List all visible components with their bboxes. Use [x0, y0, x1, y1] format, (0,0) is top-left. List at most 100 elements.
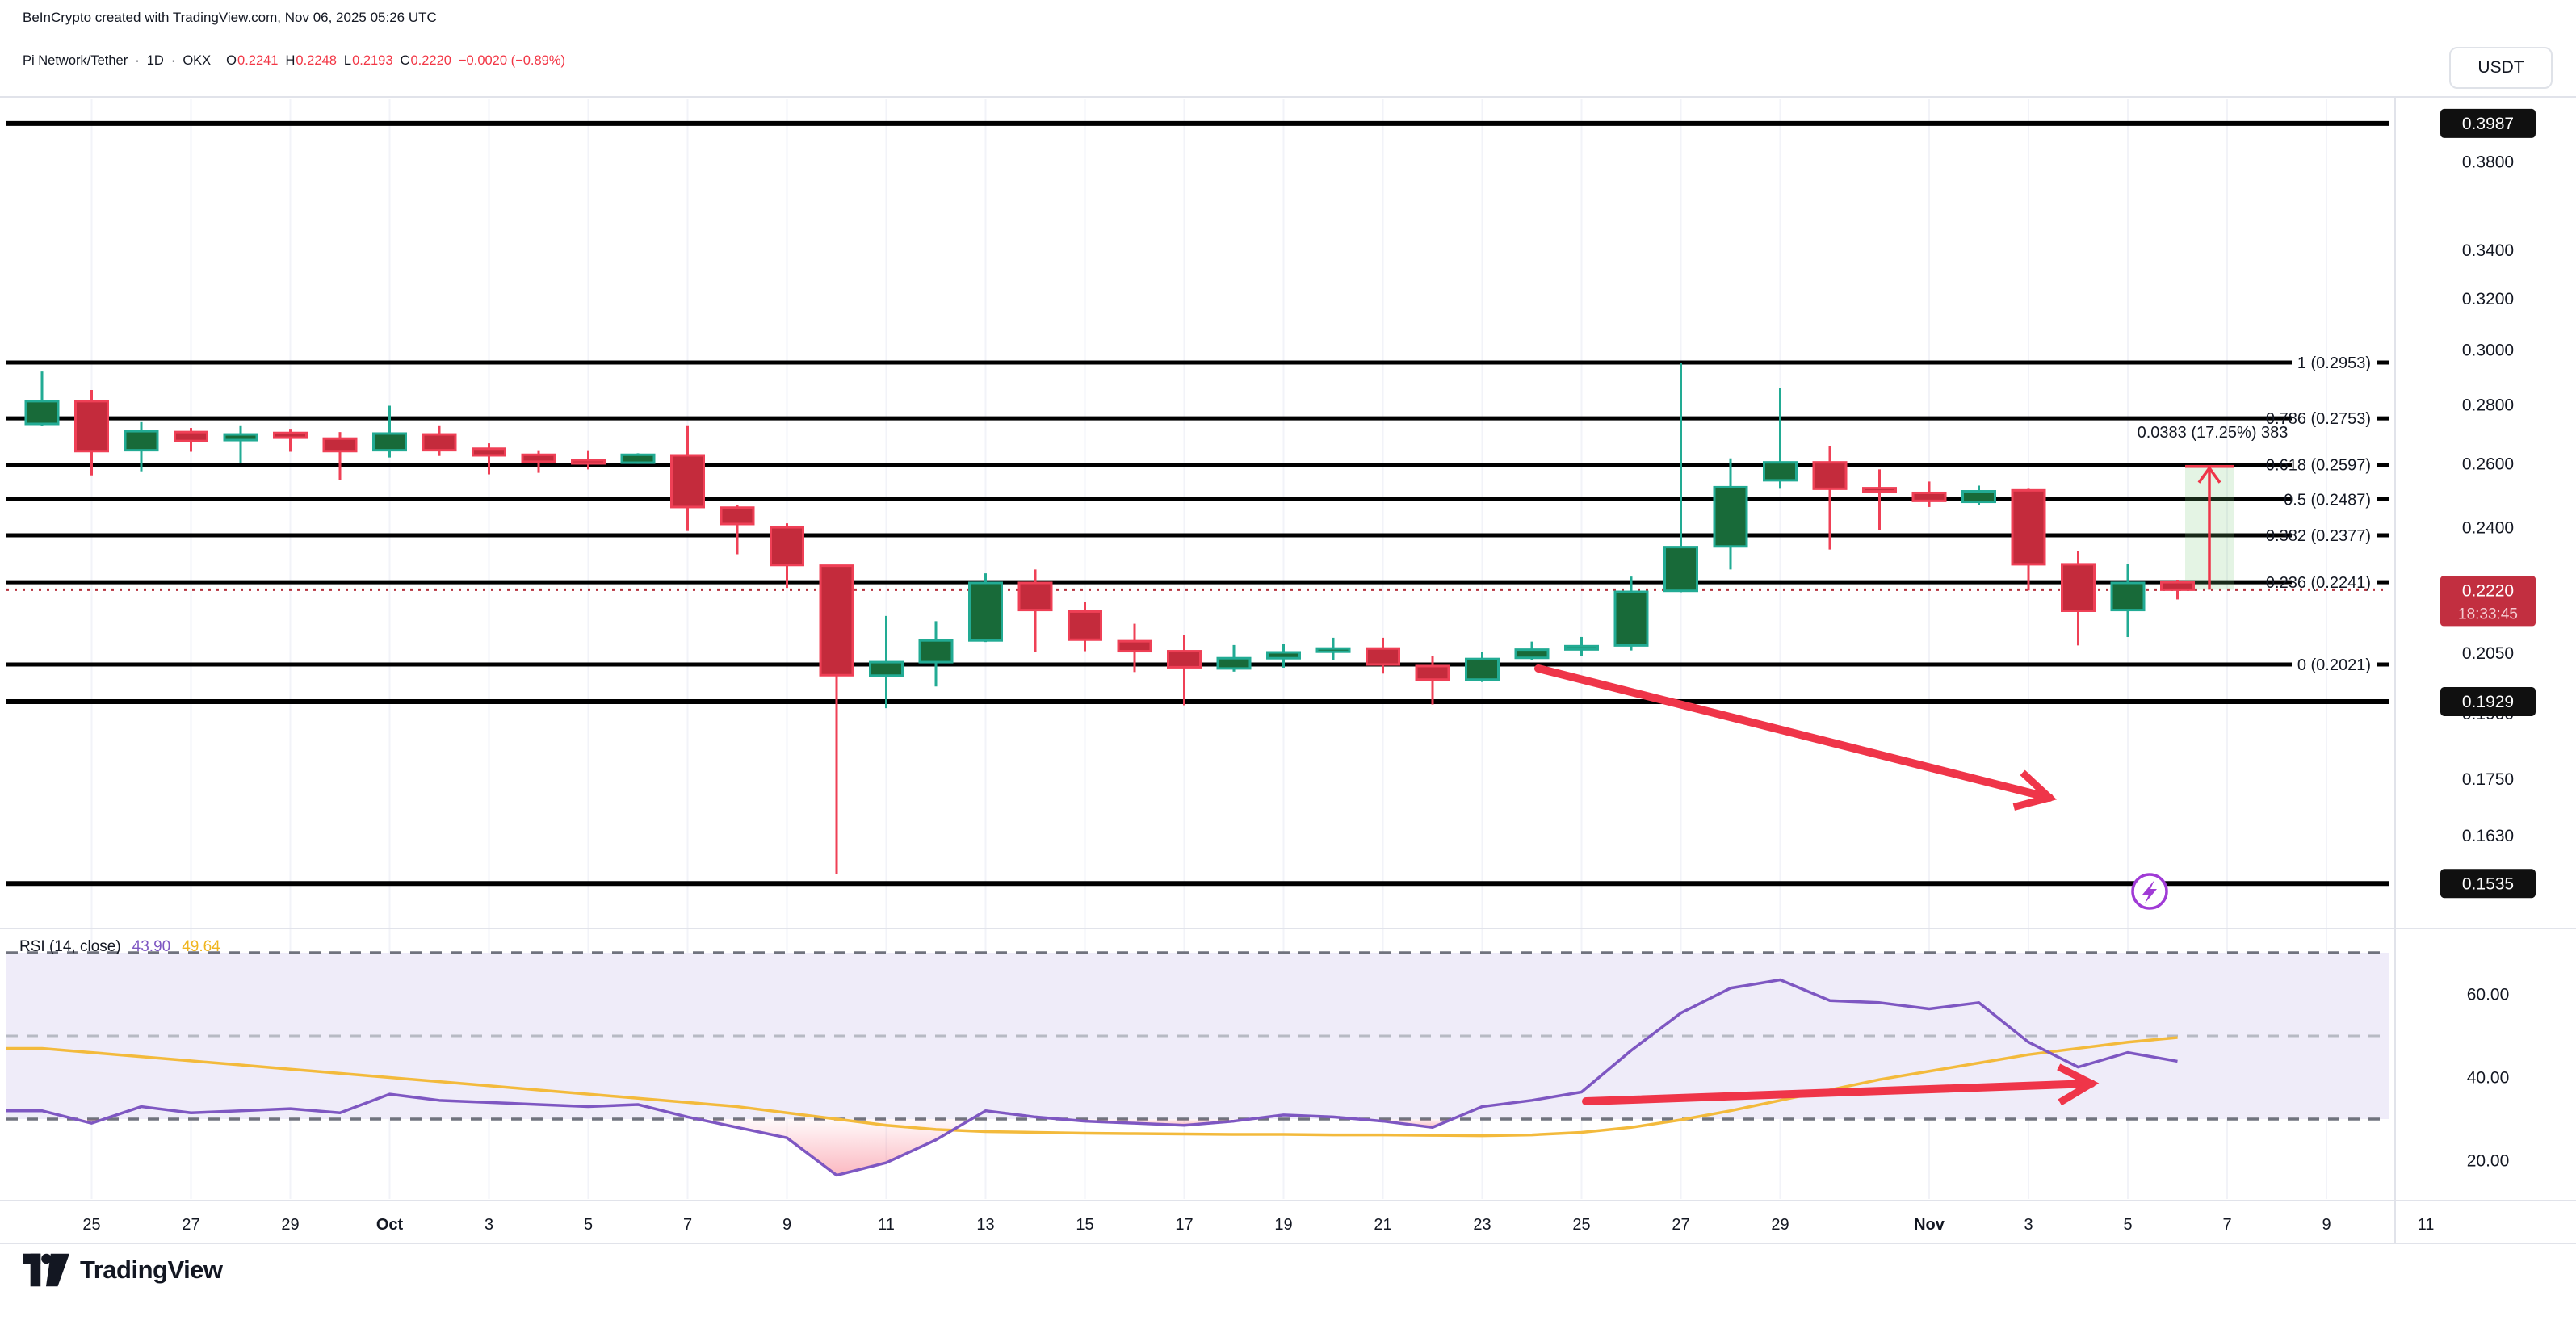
candle — [2011, 488, 2046, 591]
time-tick: 23 — [1473, 1216, 1491, 1234]
time-tick: 13 — [976, 1216, 994, 1234]
open-value: O 0.2241 — [226, 53, 279, 68]
svg-text:0 (0.2021): 0 (0.2021) — [2297, 656, 2371, 674]
candle — [1315, 637, 1351, 660]
fib-level: 0.618 (0.2597) — [6, 457, 2389, 475]
candle — [720, 505, 755, 555]
candle — [1663, 363, 1698, 593]
candle — [1961, 485, 1996, 505]
svg-text:0.382 (0.2377): 0.382 (0.2377) — [2266, 527, 2371, 545]
candle — [2160, 580, 2195, 600]
time-tick: 5 — [584, 1216, 593, 1234]
svg-text:0.3800: 0.3800 — [2462, 153, 2514, 171]
svg-text:0.3200: 0.3200 — [2462, 290, 2514, 308]
candle — [968, 573, 1003, 643]
candlesticks — [24, 363, 2195, 874]
separator-dot: · — [170, 53, 176, 68]
low-value: L 0.2193 — [343, 53, 393, 68]
candle — [1366, 637, 1400, 674]
svg-text:60.00: 60.00 — [2467, 986, 2510, 1004]
svg-text:0.2050: 0.2050 — [2462, 644, 2514, 663]
time-tick: 29 — [281, 1216, 299, 1234]
svg-text:0.2600: 0.2600 — [2462, 455, 2514, 474]
symbol-toolbar: Pi Network/Tether · 1D · OKX O 0.2241 H 0.… — [23, 53, 565, 69]
svg-text:0.3000: 0.3000 — [2462, 341, 2514, 359]
candle — [1812, 446, 1848, 550]
candle — [174, 428, 208, 452]
attribution-text: BeInCrypto created with TradingView.com,… — [23, 10, 437, 25]
candle — [223, 425, 258, 463]
price-axis[interactable]: 0.3800 0.3400 0.3200 0.3000 0.2800 0.2600 0.24… — [2440, 108, 2536, 1171]
svg-text:0.1535: 0.1535 — [2462, 874, 2514, 893]
candle — [869, 615, 904, 709]
time-tick: 25 — [1572, 1216, 1590, 1234]
fib-level: 0.382 (0.2377) — [6, 527, 2389, 545]
close-value: C 0.2220 — [400, 53, 451, 68]
candle — [1862, 469, 1897, 530]
svg-text:1 (0.2953): 1 (0.2953) — [2297, 354, 2371, 372]
candle — [24, 371, 60, 426]
price-badge: 0.3987 — [2440, 108, 2536, 138]
time-tick: 15 — [1076, 1216, 1093, 1234]
fib-level: 1 (0.2953) — [6, 354, 2389, 372]
candle — [1613, 576, 1649, 651]
time-tick: 27 — [182, 1216, 199, 1234]
candle — [1068, 602, 1102, 652]
time-tick: 29 — [1771, 1216, 1789, 1234]
time-tick: Oct — [376, 1216, 404, 1234]
candle — [422, 425, 457, 456]
candle — [521, 450, 556, 473]
candle — [918, 621, 954, 687]
svg-text:0.5 (0.2487): 0.5 (0.2487) — [2284, 491, 2371, 509]
time-tick: 19 — [1274, 1216, 1292, 1234]
svg-text:0.1750: 0.1750 — [2462, 770, 2514, 789]
time-axis[interactable]: 25 27 29 Oct 3 5 7 9 11 13 15 17 19 21 23 25 27 29 Nov 3 5 7 9… — [82, 1216, 2434, 1234]
measure-tool: 0.0383 (17.25%) 383 — [2138, 424, 2289, 590]
symbol-name[interactable]: Pi Network/Tether — [23, 53, 128, 68]
candle — [819, 564, 854, 874]
svg-text:0.1929: 0.1929 — [2462, 693, 2514, 711]
candle — [372, 405, 407, 458]
time-tick: 11 — [878, 1216, 895, 1234]
svg-text:0.236 (0.2241): 0.236 (0.2241) — [2266, 574, 2371, 592]
time-tick: Nov — [1914, 1216, 1945, 1234]
time-tick: 9 — [2322, 1216, 2331, 1234]
candle — [1017, 569, 1053, 652]
rsi-indicator-title[interactable]: RSI (14, close) — [19, 938, 121, 955]
fib-level: 0.236 (0.2241) — [6, 574, 2389, 592]
tradingview-logo-icon — [23, 1253, 69, 1287]
exchange-label: OKX — [183, 53, 212, 68]
candle — [1911, 481, 1947, 507]
svg-text:0.3400: 0.3400 — [2462, 241, 2514, 260]
timeframe-label[interactable]: 1D — [146, 53, 164, 68]
svg-text:0.2220: 0.2220 — [2462, 581, 2514, 600]
fibonacci-levels: 1 (0.2953) 0.786 (0.2753) 0.618 (0.2597) 0.… — [6, 120, 2389, 887]
time-tick: 3 — [485, 1216, 493, 1234]
tradingview-logo[interactable]: TradingView — [23, 1253, 223, 1287]
rsi-legend: RSI (14, close) 43.90 49.64 — [19, 938, 220, 956]
pane-separators — [0, 96, 2576, 1244]
candle — [2061, 551, 2096, 646]
candle — [620, 453, 656, 464]
time-tick: 25 — [82, 1216, 100, 1234]
candle — [1763, 388, 1798, 489]
candle — [670, 425, 705, 531]
candle — [124, 421, 159, 472]
candle — [770, 523, 804, 589]
flash-icon — [2131, 873, 2168, 910]
time-tick: 7 — [683, 1216, 692, 1234]
candle — [74, 389, 109, 476]
fib-level: 0.786 (0.2753) — [6, 410, 2389, 428]
measure-label: 0.0383 (17.25%) 383 — [2138, 424, 2289, 442]
candle — [1415, 656, 1450, 705]
time-tick: 27 — [1672, 1216, 1689, 1234]
svg-text:18:33:45: 18:33:45 — [2458, 606, 2518, 623]
high-value: H 0.2248 — [285, 53, 337, 68]
separator-dot: · — [135, 53, 140, 68]
candle — [273, 429, 308, 452]
candle — [1713, 458, 1748, 570]
currency-toggle-button[interactable]: USDT — [2449, 47, 2553, 89]
time-tick: 5 — [2123, 1216, 2132, 1234]
fib-level: 0 (0.2021) — [6, 656, 2389, 674]
